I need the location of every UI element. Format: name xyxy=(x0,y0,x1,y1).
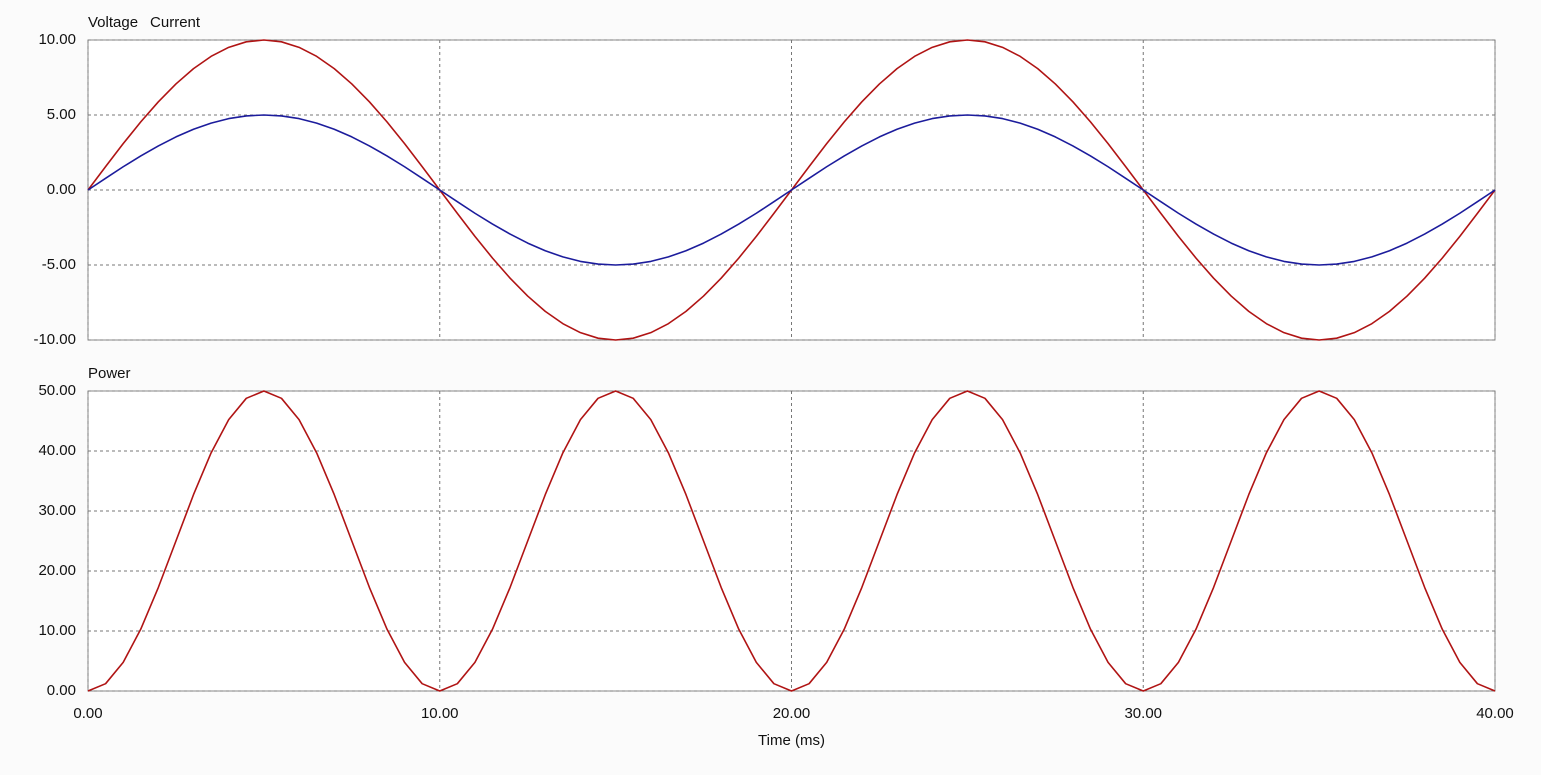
x-tick-label: 10.00 xyxy=(421,705,459,722)
x-axis-label: Time (ms) xyxy=(758,732,825,749)
y-tick-label: 30.00 xyxy=(38,502,76,519)
series-line xyxy=(87,114,1496,266)
legend-entry: Power xyxy=(88,365,131,382)
x-tick-label: 0.00 xyxy=(73,705,102,722)
y-tick-label: 10.00 xyxy=(38,622,76,639)
y-tick-label: 0.00 xyxy=(47,181,76,198)
y-tick-label: -10.00 xyxy=(33,331,76,348)
legend-entry: Voltage xyxy=(88,14,138,31)
y-tick-label: 5.00 xyxy=(47,106,76,123)
legend-entry: Current xyxy=(150,14,201,31)
x-tick-label: 20.00 xyxy=(773,705,811,722)
y-tick-label: 0.00 xyxy=(47,682,76,699)
y-tick-label: 40.00 xyxy=(38,442,76,459)
x-tick-label: 40.00 xyxy=(1476,705,1514,722)
y-tick-label: -5.00 xyxy=(42,256,76,273)
y-tick-label: 20.00 xyxy=(38,562,76,579)
y-tick-label: 10.00 xyxy=(38,31,76,48)
x-tick-label: 30.00 xyxy=(1124,705,1162,722)
y-tick-label: 50.00 xyxy=(38,382,76,399)
series-line xyxy=(87,390,1496,692)
